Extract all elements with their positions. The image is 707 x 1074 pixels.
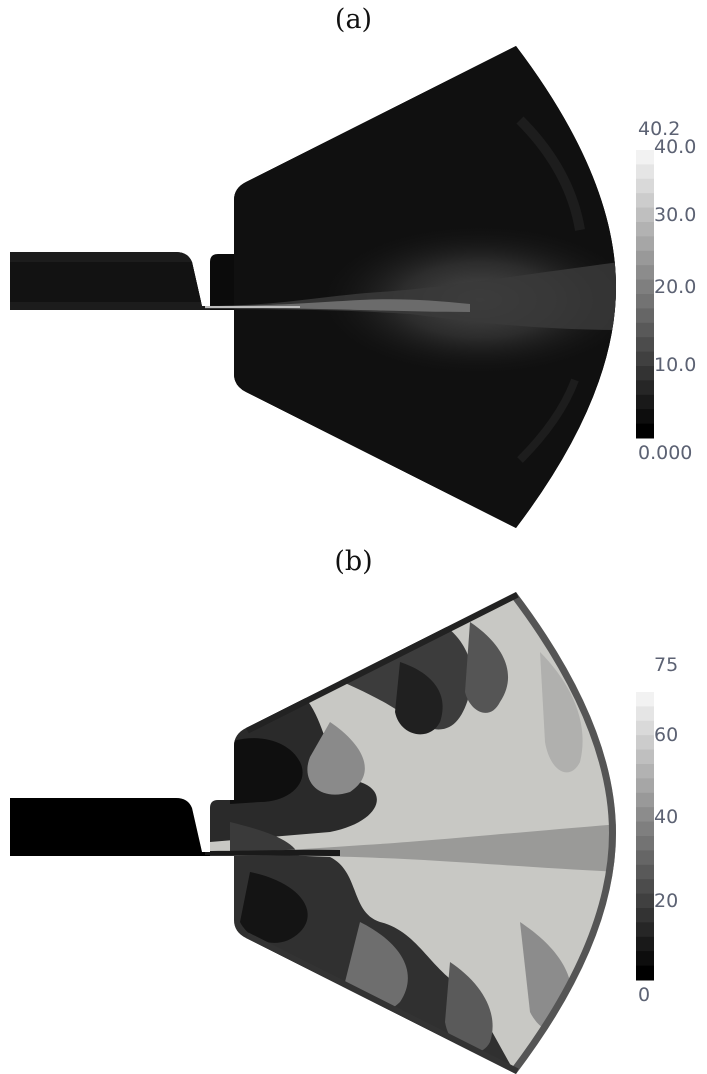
colorbar-band xyxy=(636,308,654,324)
colorbar-band xyxy=(636,749,654,765)
panel-b-tick-60: 60 xyxy=(654,724,679,746)
panel-b-domain xyxy=(10,592,616,1074)
colorbar-band xyxy=(636,893,654,909)
panel-a-contour-field xyxy=(10,46,616,528)
panel-a-domain xyxy=(10,46,616,528)
panel-a: (a) xyxy=(0,0,707,530)
panel-a-tick-20: 20.0 xyxy=(654,276,697,298)
panel-b-colorbar-scale xyxy=(636,692,654,981)
colorbar-band xyxy=(636,735,654,751)
colorbar-band xyxy=(636,150,654,165)
panel-a-colorbar-max: 40.2 xyxy=(638,118,681,140)
panel-b-tick-40: 40 xyxy=(654,806,679,828)
colorbar-band xyxy=(636,337,654,353)
panel-b-contour-field xyxy=(10,592,616,1074)
panel-a-label: (a) xyxy=(334,4,373,35)
panel-b: (b) xyxy=(0,542,707,1074)
colorbar-band xyxy=(636,193,654,209)
colorbar-band xyxy=(636,423,654,439)
colorbar-band xyxy=(636,178,654,194)
colorbar-band xyxy=(636,850,654,866)
colorbar-band xyxy=(636,265,654,281)
colorbar-band xyxy=(636,164,654,180)
panel-b-tick-20: 20 xyxy=(654,890,679,912)
colorbar-band xyxy=(636,250,654,266)
panel-b-colorbar-min: 0 xyxy=(638,984,651,1006)
colorbar-band xyxy=(636,351,654,367)
colorbar-band xyxy=(636,294,654,309)
panel-a-colorbar-min: 0.000 xyxy=(638,442,693,464)
colorbar-band xyxy=(636,792,654,808)
colorbar-band xyxy=(636,764,654,779)
colorbar-band xyxy=(636,965,654,981)
panel-a-tick-30: 30.0 xyxy=(654,204,697,226)
panel-a-tick-40: 40.0 xyxy=(654,136,697,158)
colorbar-band xyxy=(636,236,654,252)
colorbar-band xyxy=(636,908,654,923)
panel-b-label: (b) xyxy=(334,546,373,577)
colorbar-band xyxy=(636,836,654,851)
colorbar-band xyxy=(636,864,654,880)
colorbar-band xyxy=(636,922,654,938)
panel-a-colorbar-scale xyxy=(636,150,654,439)
colorbar-band xyxy=(636,380,654,396)
colorbar-band xyxy=(636,207,654,223)
colorbar-band xyxy=(636,879,654,895)
colorbar-band xyxy=(636,222,654,237)
colorbar-band xyxy=(636,394,654,410)
colorbar-band xyxy=(636,409,654,425)
colorbar-band xyxy=(636,366,654,381)
colorbar-band xyxy=(636,279,654,295)
colorbar-band xyxy=(636,720,654,736)
colorbar-band xyxy=(636,951,654,967)
colorbar-band xyxy=(636,821,654,837)
panel-b-colorbar-max: 75 xyxy=(654,654,679,676)
colorbar-band xyxy=(636,936,654,952)
colorbar-band xyxy=(636,706,654,722)
colorbar-band xyxy=(636,692,654,707)
panel-a-tick-10: 10.0 xyxy=(654,354,697,376)
colorbar-band xyxy=(636,778,654,794)
colorbar-band xyxy=(636,322,654,338)
colorbar-band xyxy=(636,807,654,823)
